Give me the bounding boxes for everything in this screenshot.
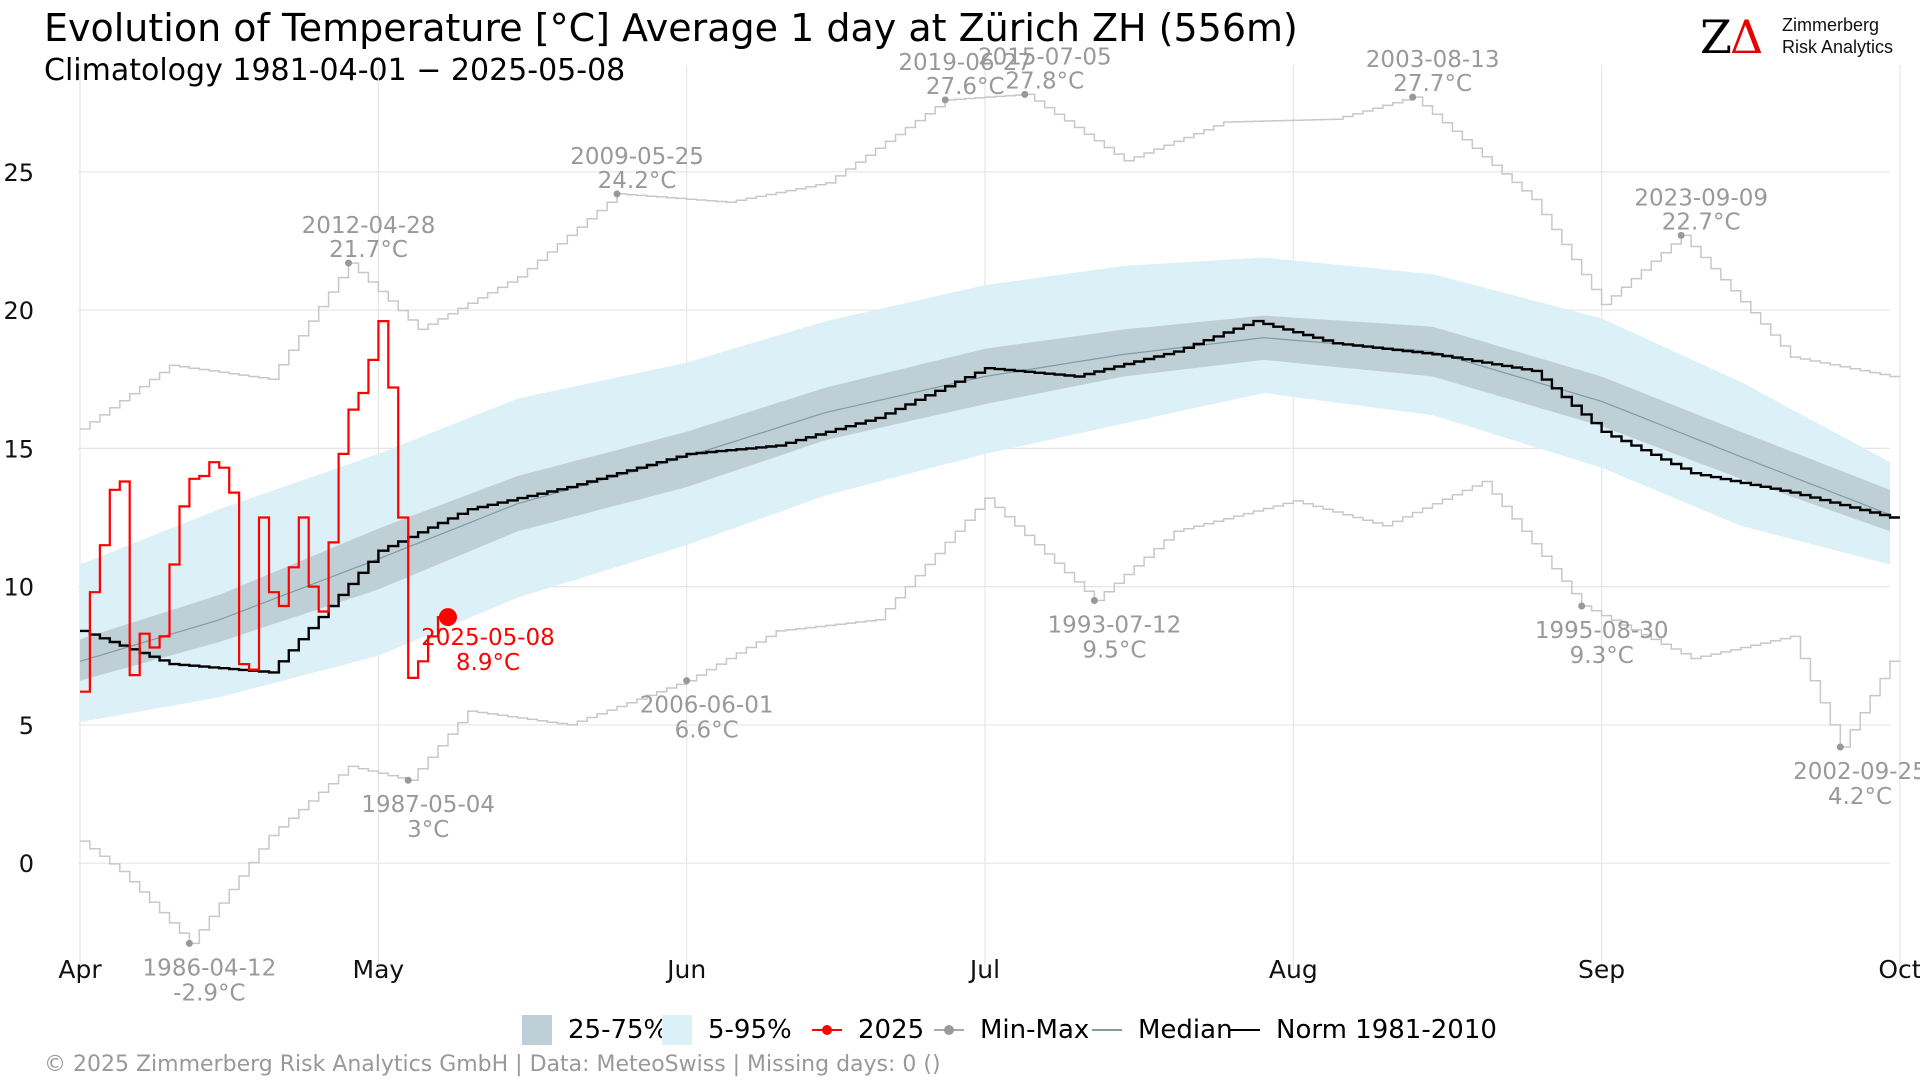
annotation-value: 6.6°C	[675, 718, 739, 744]
x-tick-label: Jun	[665, 955, 706, 984]
legend-item-5-95: 5-95%	[662, 1010, 792, 1050]
legend-label-25-75: 25-75%	[568, 1015, 669, 1045]
logo-mark: ZΔ	[1700, 8, 1763, 66]
legend-label-5-95: 5-95%	[708, 1015, 792, 1045]
y-tick-label: 5	[19, 712, 34, 740]
chart-subtitle: Climatology 1981-04-01 − 2025-05-08	[44, 53, 626, 88]
max-line	[80, 93, 1900, 430]
annotation-value: 27.6°C	[926, 74, 1005, 100]
chart-title: Evolution of Temperature [°C] Average 1 …	[44, 6, 1298, 50]
legend-label-2025: 2025	[858, 1015, 925, 1045]
footer-credits: © 2025 Zimmerberg Risk Analytics GmbH | …	[44, 1052, 941, 1077]
max-record-point	[613, 190, 621, 198]
annotation-value: 22.7°C	[1662, 209, 1741, 235]
x-tick-label: Jul	[968, 955, 1000, 984]
y-tick-label: 20	[3, 297, 34, 325]
min-record-point	[404, 776, 412, 784]
logo-delta: Δ	[1729, 10, 1763, 64]
norm-line	[80, 319, 1900, 674]
annotation-value: 21.7°C	[329, 237, 408, 263]
annotation-date: 1986-04-12	[143, 955, 277, 981]
y-tick-label: 15	[3, 435, 34, 463]
logo-z: Z	[1700, 10, 1732, 64]
logo-text: Zimmerberg Risk Analytics	[1782, 14, 1893, 58]
current-value-point	[438, 608, 457, 627]
logo-text-line2: Risk Analytics	[1782, 37, 1894, 57]
legend-label-norm: Norm 1981-2010	[1276, 1015, 1497, 1045]
min-record-point	[185, 939, 193, 947]
x-tick-label: Aug	[1269, 955, 1318, 984]
y-tick-label: 10	[3, 574, 34, 602]
annotation-value: 8.9°C	[456, 650, 520, 676]
annotation-date: 1993-07-12	[1048, 612, 1182, 638]
max-record-point	[1409, 93, 1417, 101]
annotation-date: 2006-06-01	[640, 693, 774, 719]
median-line	[79, 337, 1891, 662]
annotation-date: 2002-09-25	[1793, 759, 1920, 785]
min-record-point	[1090, 596, 1098, 604]
legend-item-min-max: Min-Max	[934, 1010, 1089, 1050]
logo-text-line1: Zimmerberg	[1782, 15, 1880, 35]
x-tick-label: Sep	[1578, 955, 1625, 984]
annotation-value: 9.3°C	[1570, 643, 1634, 669]
annotation-value: 24.2°C	[598, 168, 677, 194]
max-record-point	[1021, 90, 1029, 98]
max-record-point	[941, 96, 949, 104]
legend-item-2025: 2025	[812, 1010, 924, 1050]
min-record-point	[1578, 602, 1586, 610]
legend-key-5-95	[662, 1015, 692, 1045]
annotation-value: 9.5°C	[1082, 637, 1146, 663]
annotation-date: 1987-05-04	[361, 792, 495, 818]
annotation-date: 2025-05-08	[421, 625, 555, 651]
annotation-value: -2.9°C	[173, 980, 245, 1006]
annotation-value: 27.7°C	[1393, 71, 1472, 97]
legend-key-2025	[812, 1015, 842, 1045]
min-record-point	[683, 677, 691, 685]
annotation-date: 1995-08-30	[1535, 618, 1669, 644]
max-record-point	[345, 259, 353, 267]
legend-label-min-max: Min-Max	[980, 1015, 1090, 1045]
annotation-value: 27.8°C	[1005, 68, 1084, 94]
annotation-date: 2019-06-27	[898, 50, 1032, 76]
annotation-date: 2003-08-13	[1366, 47, 1500, 73]
legend-label-median: Median	[1138, 1015, 1233, 1045]
annotation-date: 2009-05-25	[570, 144, 704, 170]
annotation-value: 4.2°C	[1828, 784, 1892, 810]
annotation-date: 2023-09-09	[1634, 185, 1768, 211]
legend-item-median: Median	[1092, 1010, 1233, 1050]
legend-key-median	[1092, 1015, 1122, 1045]
legend-item-25-75: 25-75%	[522, 1010, 668, 1050]
legend-key-25-75	[522, 1015, 552, 1045]
y-tick-label: 25	[3, 159, 34, 187]
chart-legend: 25-75% 5-95% 2025 Min-Max Median Norm 19…	[0, 1010, 1920, 1050]
company-logo: ZΔ Zimmerberg Risk Analytics	[1700, 8, 1900, 66]
min-line	[80, 480, 1900, 945]
max-record-point	[1677, 231, 1685, 239]
current-year-line	[80, 320, 448, 693]
x-tick-label: Oct	[1878, 955, 1920, 984]
min-record-point	[1836, 743, 1844, 751]
y-tick-label: 0	[19, 850, 34, 878]
annotation-date: 2015-07-05	[978, 44, 1112, 70]
x-tick-label: Apr	[58, 955, 102, 984]
annotation-date: 2012-04-28	[302, 213, 436, 239]
legend-item-norm: Norm 1981-2010	[1230, 1010, 1497, 1050]
legend-key-norm	[1230, 1015, 1260, 1045]
legend-key-min-max	[934, 1015, 964, 1045]
band-25-75	[80, 315, 1890, 681]
x-tick-label: May	[353, 955, 405, 984]
annotation-value: 3°C	[407, 817, 449, 843]
